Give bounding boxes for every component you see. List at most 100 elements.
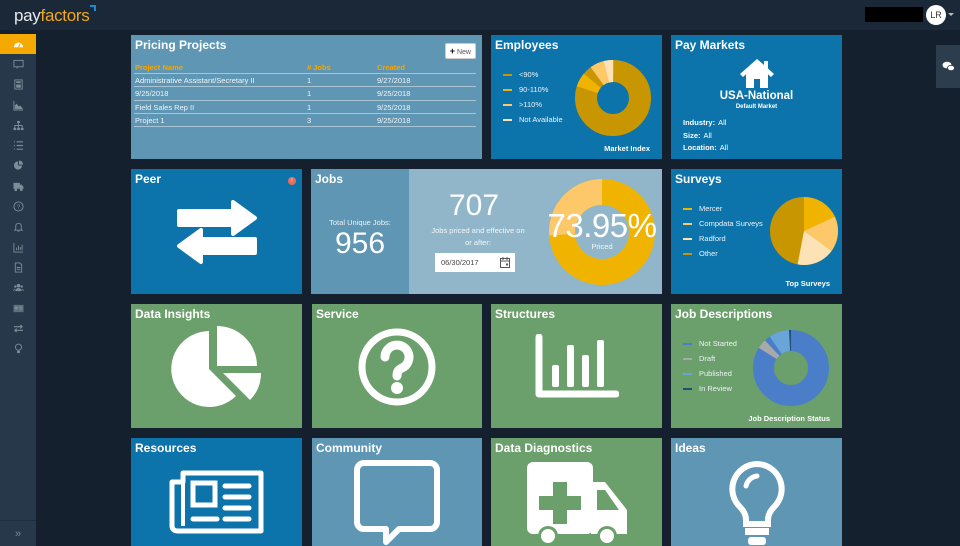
total-unique-jobs-label: Total Unique Jobs: — [329, 218, 391, 227]
column-header[interactable]: Project Name — [134, 62, 306, 74]
payfactors-logo[interactable]: payfactors — [14, 5, 97, 26]
tile-surveys[interactable]: Surveys Mercer Compdata Surveys Radford … — [671, 169, 842, 294]
tile-jobs[interactable]: Jobs Total Unique Jobs: 956 707 Jobs pri… — [311, 169, 662, 294]
tile-resources[interactable]: Resources — [131, 438, 302, 546]
total-unique-jobs-value: 956 — [334, 227, 386, 260]
jobs-priced-label: Jobs priced and effective on or after: — [431, 226, 525, 247]
org-chart-icon — [12, 120, 24, 130]
legend-item: In Review — [683, 381, 737, 396]
table-row[interactable]: Administrative Assistant/Secretary II 1 9/… — [134, 73, 476, 88]
priced-percent: 73.95% — [547, 207, 657, 244]
calendar-icon[interactable] — [500, 257, 510, 268]
question-circle-icon — [358, 328, 436, 406]
chart-legend: <90% 90-110% >110% Not Available — [503, 67, 563, 127]
sidebar-item-resources[interactable] — [0, 298, 36, 318]
sidebar-item-structure[interactable] — [0, 115, 36, 135]
sidebar-item-list[interactable] — [0, 135, 36, 155]
table-row[interactable]: Project 1 3 9/25/2018 — [134, 113, 476, 128]
tile-ideas[interactable]: Ideas — [671, 438, 842, 546]
sidebar-item-calculator[interactable] — [0, 75, 36, 95]
sidebar-item-diagnostics[interactable] — [0, 176, 36, 196]
legend-item: Not Available — [503, 112, 563, 127]
new-project-button[interactable]: + New — [444, 43, 476, 59]
jobs-priced-value: 707 — [448, 189, 500, 222]
area-chart-icon — [12, 100, 23, 111]
tile-data-insights[interactable]: Data Insights — [131, 304, 302, 428]
sidebar-item-dashboard[interactable] — [0, 34, 36, 55]
market-subtitle: Default Market — [735, 104, 778, 110]
tile-employees[interactable]: Employees <90% 90-110% >110% Not Availab… — [491, 35, 662, 159]
logo-corner-mark — [90, 5, 97, 11]
sidebar-item-community[interactable] — [0, 278, 36, 298]
tile-title: Ideas — [675, 441, 706, 455]
market-index-donut-chart[interactable] — [575, 60, 651, 136]
table-row[interactable]: 9/25/2018 1 9/25/2018 — [134, 86, 476, 101]
sidebar-expand-button[interactable]: » — [0, 520, 36, 546]
priced-label: Priced — [591, 242, 613, 251]
tile-pay-markets[interactable]: Pay Markets USA-National Default Market … — [671, 35, 842, 159]
tile-title: Job Descriptions — [675, 307, 773, 321]
chart-legend: Mercer Compdata Surveys Radford Other — [683, 201, 763, 261]
ambulance-icon — [12, 182, 24, 191]
lightbulb-icon — [14, 343, 22, 354]
sidebar-item-comments[interactable] — [0, 54, 36, 74]
sidebar-item-insights[interactable] — [0, 156, 36, 176]
tile-title: Service — [316, 307, 359, 321]
legend-item: >110% — [503, 97, 563, 112]
tile-service[interactable]: Service — [312, 304, 482, 428]
user-menu-caret-icon[interactable] — [948, 13, 954, 16]
sidebar-item-ideas[interactable] — [0, 338, 36, 358]
pie-chart-icon — [13, 160, 23, 171]
market-details: Industry: All Size: All Location: All — [683, 118, 729, 152]
user-avatar[interactable]: LR — [926, 5, 946, 25]
job-description-status-donut-chart[interactable] — [752, 329, 830, 407]
sidebar-item-peer[interactable] — [0, 318, 36, 338]
chart-caption: Market Index — [604, 144, 650, 153]
redacted-username — [865, 7, 923, 22]
tile-data-diagnostics[interactable]: Data Diagnostics — [491, 438, 662, 546]
comment-icon — [12, 59, 24, 70]
column-header[interactable]: Created — [376, 62, 476, 74]
table-row[interactable]: Field Sales Rep II 1 9/25/2018 — [134, 100, 476, 114]
sidebar-item-notifications[interactable] — [0, 217, 36, 237]
top-surveys-pie-chart[interactable] — [769, 196, 839, 266]
users-icon — [12, 284, 24, 292]
bar-chart-icon — [12, 242, 23, 253]
legend-item: Radford — [683, 231, 763, 246]
tile-title: Pricing Projects — [135, 38, 227, 52]
tile-peer[interactable]: Peer ! — [131, 169, 302, 294]
sidebar-item-charts[interactable] — [0, 95, 36, 115]
chat-bubbles-icon — [942, 61, 955, 72]
dashboard-icon — [13, 42, 23, 48]
legend-item: Published — [683, 366, 737, 381]
tile-title: Pay Markets — [675, 38, 746, 52]
tile-title: Resources — [135, 441, 197, 455]
legend-item: <90% — [503, 67, 563, 82]
market-name: USA-National — [719, 90, 794, 102]
tile-job-descriptions[interactable]: Job Descriptions Not Started Draft Publi… — [671, 304, 842, 428]
id-card-icon — [12, 304, 24, 312]
legend-item: Mercer — [683, 201, 763, 216]
svg-text:?: ? — [16, 204, 20, 211]
column-header[interactable]: # Jobs — [306, 62, 376, 74]
chart-caption: Top Surveys — [785, 279, 830, 288]
top-bar: payfactors LR — [0, 0, 960, 30]
effective-date-input[interactable]: 06/30/2017 — [435, 253, 515, 272]
tile-community[interactable]: Community — [312, 438, 482, 546]
legend-item: Other — [683, 246, 763, 261]
bell-icon — [13, 223, 23, 232]
house-icon — [739, 59, 774, 88]
sidebar-item-service[interactable]: ? — [0, 196, 36, 216]
legend-item: Draft — [683, 351, 737, 366]
chat-tab-button[interactable] — [936, 45, 960, 88]
sidebar-item-job-descriptions[interactable] — [0, 257, 36, 277]
tile-title: Jobs — [315, 172, 344, 186]
exchange-icon — [13, 324, 23, 333]
legend-item: Not Started — [683, 336, 737, 351]
jobs-priced-donut-chart[interactable] — [547, 177, 657, 287]
sidebar-item-structures[interactable] — [0, 237, 36, 257]
tile-pricing-projects: Pricing Projects + New Project Name # Jo… — [131, 35, 482, 159]
list-icon — [13, 141, 23, 150]
exchange-arrows-icon — [176, 200, 257, 264]
tile-structures[interactable]: Structures — [491, 304, 662, 428]
